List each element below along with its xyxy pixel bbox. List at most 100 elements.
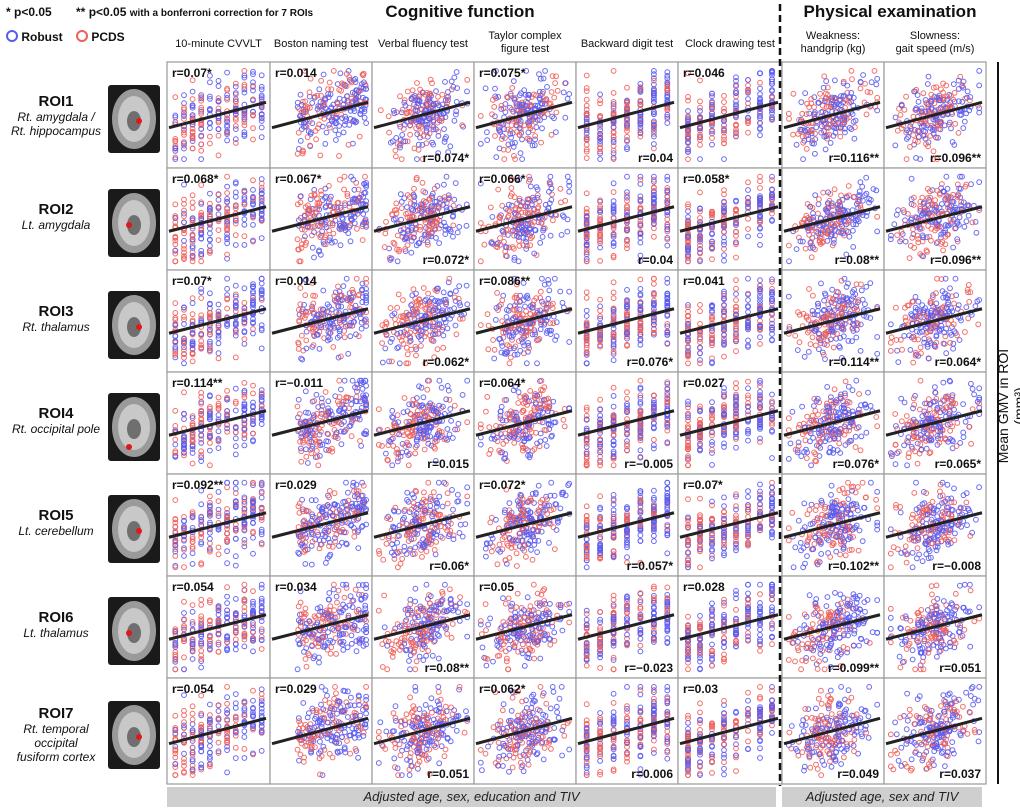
scatter-point xyxy=(637,129,644,136)
scatter-point xyxy=(423,124,430,131)
scatter-point xyxy=(392,147,399,154)
scatter-point xyxy=(685,133,691,140)
scatter-point xyxy=(757,113,763,119)
scatter-point xyxy=(484,137,491,144)
scatter-point xyxy=(305,128,312,135)
panel-roi1-col5: r=0.04 xyxy=(575,61,679,169)
scatter-point xyxy=(258,86,265,93)
scatter-point xyxy=(181,113,187,119)
scatter-point xyxy=(189,104,196,111)
scatter-point xyxy=(745,88,751,95)
scatter-point xyxy=(769,78,775,85)
scatter-point xyxy=(232,140,239,146)
scatter-point xyxy=(541,114,548,121)
scatter-point xyxy=(721,140,727,147)
scatter-point xyxy=(189,102,196,108)
scatter-point xyxy=(637,127,644,134)
scatter-point xyxy=(258,72,265,79)
scatter-point xyxy=(353,118,360,125)
scatter-point xyxy=(624,133,630,140)
scatter-point xyxy=(250,136,256,143)
scatter-point xyxy=(651,75,657,81)
scatter-point xyxy=(721,129,727,136)
scatter-point xyxy=(430,100,437,107)
scatter-point xyxy=(309,100,316,106)
r-value-label: r=0.074* xyxy=(423,151,470,165)
scatter-point xyxy=(685,146,691,153)
scatter-point xyxy=(189,145,196,152)
scatter-point xyxy=(583,72,590,79)
scatter-point xyxy=(597,97,603,104)
scatter-point xyxy=(547,100,554,107)
r-value-label: r=0.086** xyxy=(479,274,530,288)
scatter-point xyxy=(495,94,502,100)
scatter-point xyxy=(637,99,644,105)
r-value-label: r=0.04 xyxy=(638,151,673,165)
scatter-point xyxy=(549,113,556,120)
scatter-point xyxy=(697,114,703,121)
scatter-point xyxy=(198,132,205,139)
scatter-point xyxy=(525,129,532,136)
scatter-point xyxy=(532,114,538,120)
scatter-point xyxy=(397,140,404,147)
scatter-point xyxy=(519,136,525,143)
scatter-point xyxy=(318,77,325,84)
scatter-point xyxy=(537,75,544,82)
scatter-point xyxy=(733,103,739,110)
scatter-point xyxy=(332,127,339,134)
scatter-point xyxy=(610,101,617,107)
scatter-point xyxy=(250,125,256,132)
scatter-point xyxy=(493,68,499,74)
scatter-point xyxy=(824,84,831,91)
scatter-point xyxy=(224,124,231,130)
scatter-point xyxy=(811,104,817,110)
scatter-point xyxy=(769,76,775,83)
scatter-point xyxy=(512,156,518,163)
panel-roi1-col3: r=0.074* xyxy=(371,61,475,169)
scatter-point xyxy=(207,140,213,147)
scatter-point xyxy=(597,100,603,107)
scatter-point xyxy=(326,79,333,86)
scatter-point xyxy=(610,103,617,110)
scatter-point xyxy=(769,87,775,93)
panel-roi3-col2: r=0.014 xyxy=(269,269,373,373)
scatter-point xyxy=(566,91,573,97)
scatter-point xyxy=(403,110,410,117)
scatter-point xyxy=(721,118,727,124)
scatter-point xyxy=(651,124,657,131)
scatter-point xyxy=(733,101,739,108)
r-value-label: r=0.058* xyxy=(683,172,730,186)
scatter-point xyxy=(464,77,471,83)
r-value-label: r=0.062* xyxy=(423,355,470,369)
brain-thumbnail-roi1 xyxy=(108,85,160,153)
panel-roi1-col4: r=0.075* xyxy=(473,61,577,169)
scatter-point xyxy=(637,113,644,120)
scatter-point xyxy=(664,94,671,101)
scatter-point xyxy=(539,101,546,107)
scatter-point xyxy=(391,110,398,117)
scatter-point xyxy=(258,134,265,141)
fit-line xyxy=(271,100,369,130)
scatter-point xyxy=(651,133,657,140)
scatter-point xyxy=(429,80,435,87)
scatter-point xyxy=(664,87,671,93)
scatter-point xyxy=(453,108,460,115)
scatter-point xyxy=(850,118,857,125)
scatter-point xyxy=(498,106,505,112)
scatter-point xyxy=(189,77,196,84)
scatter-point xyxy=(363,86,369,92)
scatter-point xyxy=(514,103,520,110)
scatter-point xyxy=(548,131,555,138)
scatter-point xyxy=(181,116,187,122)
scatter-point xyxy=(297,91,304,98)
scatter-point xyxy=(258,124,265,131)
scatter-point xyxy=(386,129,393,136)
scatter-point xyxy=(685,97,691,104)
r-value-label: r=0.067* xyxy=(275,172,322,186)
scatter-point xyxy=(733,78,739,84)
scatter-point xyxy=(414,97,421,104)
panel-roi1-col1: r=0.07* xyxy=(166,61,271,169)
scatter-point xyxy=(536,71,542,77)
scatter-point xyxy=(414,80,420,86)
